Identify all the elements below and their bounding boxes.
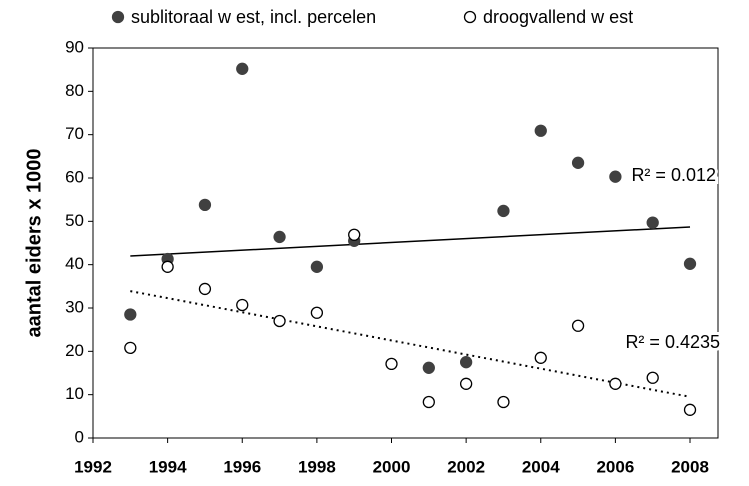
data-point [609, 170, 622, 183]
data-point [571, 156, 585, 169]
x-tick-label: 2008 [671, 457, 709, 476]
y-tick-label: 40 [65, 254, 84, 273]
data-point [459, 377, 473, 390]
data-point [124, 341, 137, 355]
data-point [236, 62, 249, 75]
trendline [130, 290, 691, 398]
data-point [422, 395, 435, 409]
trendline-label: R² = 0.4235 [625, 332, 720, 352]
y-axis-label: aantal eiders x 1000 [23, 148, 45, 337]
x-tick-label: 1998 [298, 457, 336, 476]
data-point [571, 319, 585, 332]
data-point [497, 204, 510, 218]
x-tick-label: 1996 [223, 457, 261, 476]
y-tick-label: 80 [65, 81, 84, 100]
y-tick-label: 20 [65, 341, 84, 360]
data-point [683, 257, 697, 270]
y-tick-label: 0 [75, 427, 84, 446]
x-tick-label: 2000 [373, 457, 411, 476]
data-point [310, 260, 324, 273]
y-tick-label: 70 [65, 124, 84, 143]
x-tick-label: 2002 [447, 457, 485, 476]
y-tick-label: 50 [65, 211, 84, 230]
data-point [273, 314, 286, 328]
plot-frame [92, 47, 719, 439]
legend-marker [111, 10, 125, 24]
data-point [497, 395, 510, 409]
data-point [310, 306, 324, 319]
data-point [124, 308, 137, 321]
data-point [646, 216, 659, 229]
legend-marker [463, 10, 477, 24]
y-tick-label: 10 [65, 384, 84, 403]
y-tick-label: 90 [65, 37, 84, 56]
x-tick-label: 2006 [596, 457, 634, 476]
legend-label: sublitoraal w est, incl. percelen [131, 7, 376, 27]
data-point [348, 228, 361, 241]
trendline [130, 226, 691, 257]
data-point [683, 403, 697, 416]
y-tick-label: 60 [65, 167, 84, 186]
data-point [198, 198, 212, 212]
data-point [646, 371, 659, 384]
x-tick-label: 1994 [149, 457, 187, 476]
data-point [236, 298, 249, 312]
x-tick-label: 1992 [74, 457, 112, 476]
data-point [385, 357, 398, 371]
data-point [422, 361, 435, 374]
data-point [534, 351, 547, 364]
data-point [198, 282, 212, 296]
legend-label: droogvallend w est [483, 7, 633, 27]
trendline-label: R² = 0.012 [631, 165, 716, 185]
x-tick-label: 2004 [522, 457, 560, 476]
data-point [273, 230, 286, 244]
data-point [161, 260, 174, 273]
y-tick-label: 30 [65, 297, 84, 316]
data-point [609, 377, 622, 390]
data-point [534, 124, 547, 137]
data-point [459, 356, 473, 369]
